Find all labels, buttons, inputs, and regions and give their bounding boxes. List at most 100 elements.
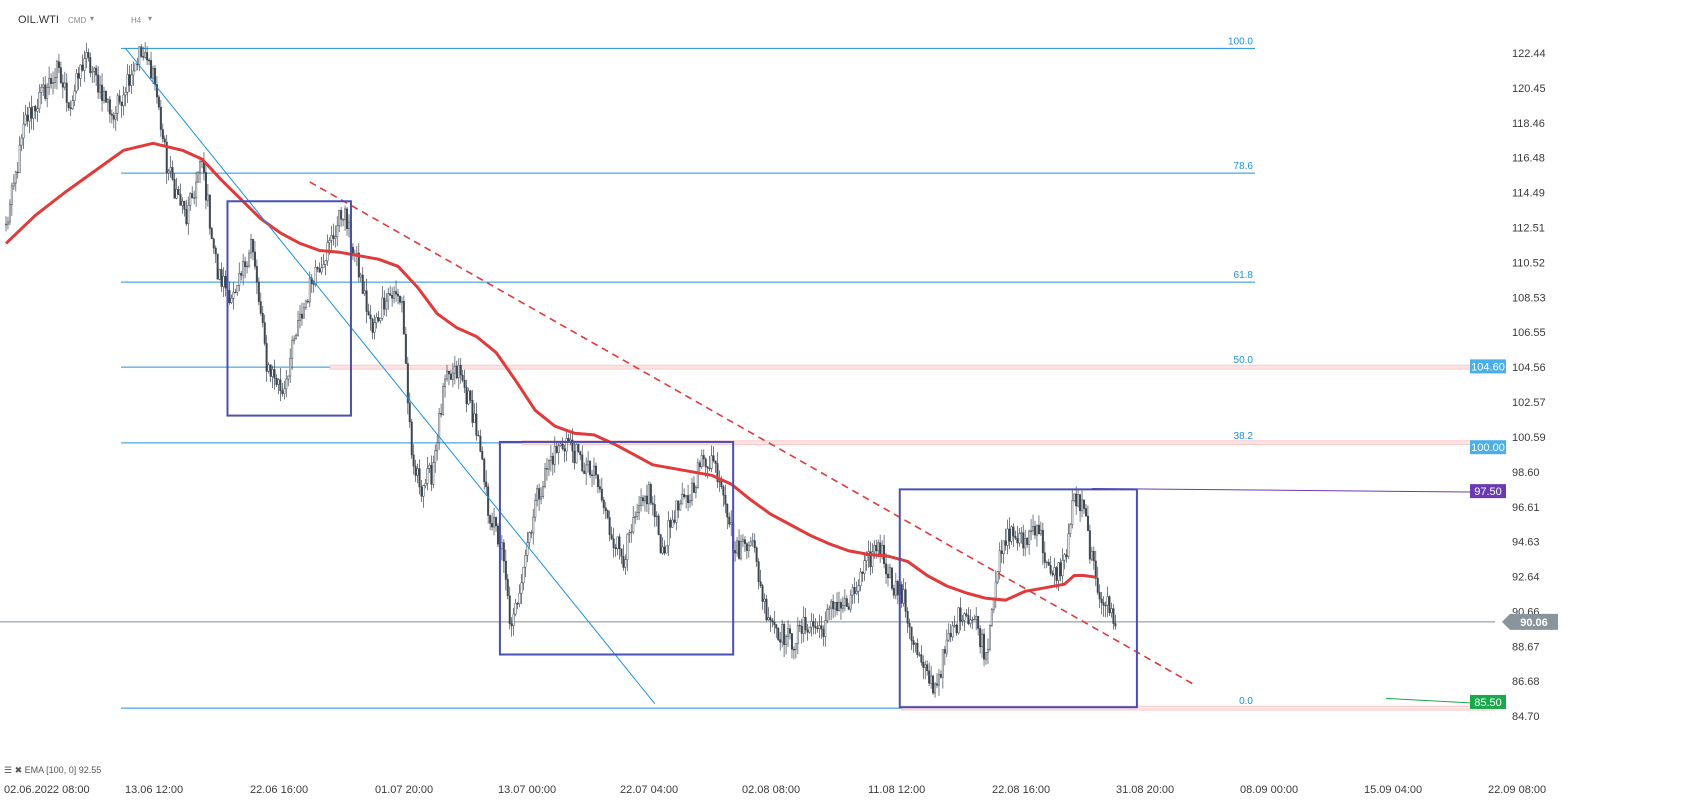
candle-body bbox=[773, 621, 776, 625]
trendline[interactable] bbox=[125, 48, 656, 705]
candle-body bbox=[945, 639, 948, 654]
candle-body bbox=[916, 642, 919, 655]
candle-body bbox=[738, 540, 741, 559]
candle-body bbox=[432, 462, 435, 485]
y-tick-label: 98.60 bbox=[1512, 467, 1540, 479]
candle-body bbox=[977, 616, 980, 629]
candle-body bbox=[30, 107, 33, 119]
candle-body bbox=[144, 52, 147, 58]
candle-body bbox=[332, 235, 335, 239]
range-box[interactable] bbox=[498, 440, 735, 656]
dashed-trendline[interactable] bbox=[309, 181, 1195, 686]
candle-body bbox=[555, 446, 558, 453]
candle-body bbox=[522, 566, 525, 584]
x-tick-label: 22.06 16:00 bbox=[250, 784, 308, 796]
candle-body bbox=[408, 402, 411, 423]
candle-body bbox=[510, 623, 513, 627]
range-box[interactable] bbox=[898, 488, 1138, 709]
candle-body bbox=[559, 443, 562, 447]
candle-body bbox=[628, 532, 631, 535]
candle-body bbox=[336, 225, 339, 237]
candle-body bbox=[1010, 526, 1013, 542]
market-label: CMD bbox=[68, 16, 87, 25]
candle-body bbox=[839, 602, 842, 609]
candle-body bbox=[14, 171, 17, 184]
candle-body bbox=[91, 71, 94, 74]
candle-body bbox=[334, 236, 337, 239]
candle-body bbox=[271, 369, 274, 377]
candle-body bbox=[665, 545, 668, 554]
candle-body bbox=[255, 266, 258, 283]
candle-body bbox=[422, 485, 425, 497]
candle-body bbox=[516, 603, 519, 605]
candle-body bbox=[99, 84, 102, 93]
resistance-line[interactable] bbox=[1091, 488, 1471, 493]
candle-body bbox=[108, 99, 111, 115]
chevron-down-icon[interactable]: ▾ bbox=[90, 14, 95, 23]
candle-body bbox=[685, 495, 688, 498]
support-line[interactable] bbox=[1385, 697, 1471, 704]
x-tick-label: 11.08 12:00 bbox=[868, 784, 925, 796]
candle-body bbox=[312, 283, 315, 285]
candle-body bbox=[587, 460, 590, 466]
candle-body bbox=[806, 629, 809, 633]
candle-body bbox=[489, 515, 492, 524]
symbol-label[interactable]: OIL.WTI bbox=[18, 14, 59, 26]
candle-body bbox=[177, 189, 180, 195]
candle-body bbox=[410, 421, 413, 456]
candle-body bbox=[300, 313, 303, 319]
candle-body bbox=[106, 99, 109, 103]
candle-body bbox=[722, 486, 725, 496]
candle-body bbox=[20, 137, 23, 146]
candle-body bbox=[714, 460, 717, 464]
candle-body bbox=[755, 547, 758, 562]
price-label-badge bbox=[1470, 440, 1506, 455]
x-tick-label: 22.08 16:00 bbox=[992, 784, 1050, 796]
candle-body bbox=[1012, 526, 1015, 537]
candle-body bbox=[191, 193, 194, 199]
legend-indicator-params: [100, 0] bbox=[46, 765, 77, 775]
legend-icons[interactable]: ☰ ✖ bbox=[4, 765, 23, 775]
candle-body bbox=[888, 567, 891, 579]
candle-body bbox=[877, 542, 880, 552]
candle-body bbox=[36, 108, 39, 112]
candle-body bbox=[706, 466, 709, 469]
candle-body bbox=[50, 78, 53, 84]
candle-body bbox=[218, 269, 221, 280]
ema-line[interactable] bbox=[4, 141, 1097, 602]
candle-body bbox=[87, 52, 90, 58]
candle-body bbox=[308, 277, 311, 303]
candle-body bbox=[1088, 530, 1091, 560]
candle-body bbox=[957, 607, 960, 634]
candle-body bbox=[436, 442, 439, 452]
candle-body bbox=[275, 378, 278, 385]
candle-body bbox=[112, 115, 115, 120]
interval-label[interactable]: H4 bbox=[131, 16, 142, 25]
candle-body bbox=[426, 468, 429, 484]
chevron-down-icon[interactable]: ▾ bbox=[148, 14, 153, 23]
candle-body bbox=[761, 585, 764, 602]
candle-body bbox=[975, 616, 978, 620]
candle-body bbox=[1020, 532, 1023, 534]
candle-body bbox=[224, 276, 227, 289]
candle-body bbox=[696, 462, 699, 488]
candle-body bbox=[457, 364, 460, 379]
price-label-text: 100.00 bbox=[1471, 442, 1505, 454]
range-box[interactable] bbox=[226, 200, 352, 417]
candle-body bbox=[634, 516, 637, 518]
candle-body bbox=[753, 540, 756, 549]
candle-body bbox=[97, 74, 100, 93]
candle-body bbox=[808, 626, 811, 633]
candle-body bbox=[632, 517, 635, 533]
candle-body bbox=[500, 542, 503, 550]
candle-body bbox=[210, 228, 213, 240]
candle-body bbox=[763, 598, 766, 602]
candle-body bbox=[653, 504, 656, 518]
candle-body bbox=[671, 519, 674, 528]
candle-body bbox=[299, 313, 302, 321]
candle-body bbox=[128, 74, 131, 86]
candle-body bbox=[1073, 493, 1076, 501]
candle-body bbox=[794, 643, 797, 650]
